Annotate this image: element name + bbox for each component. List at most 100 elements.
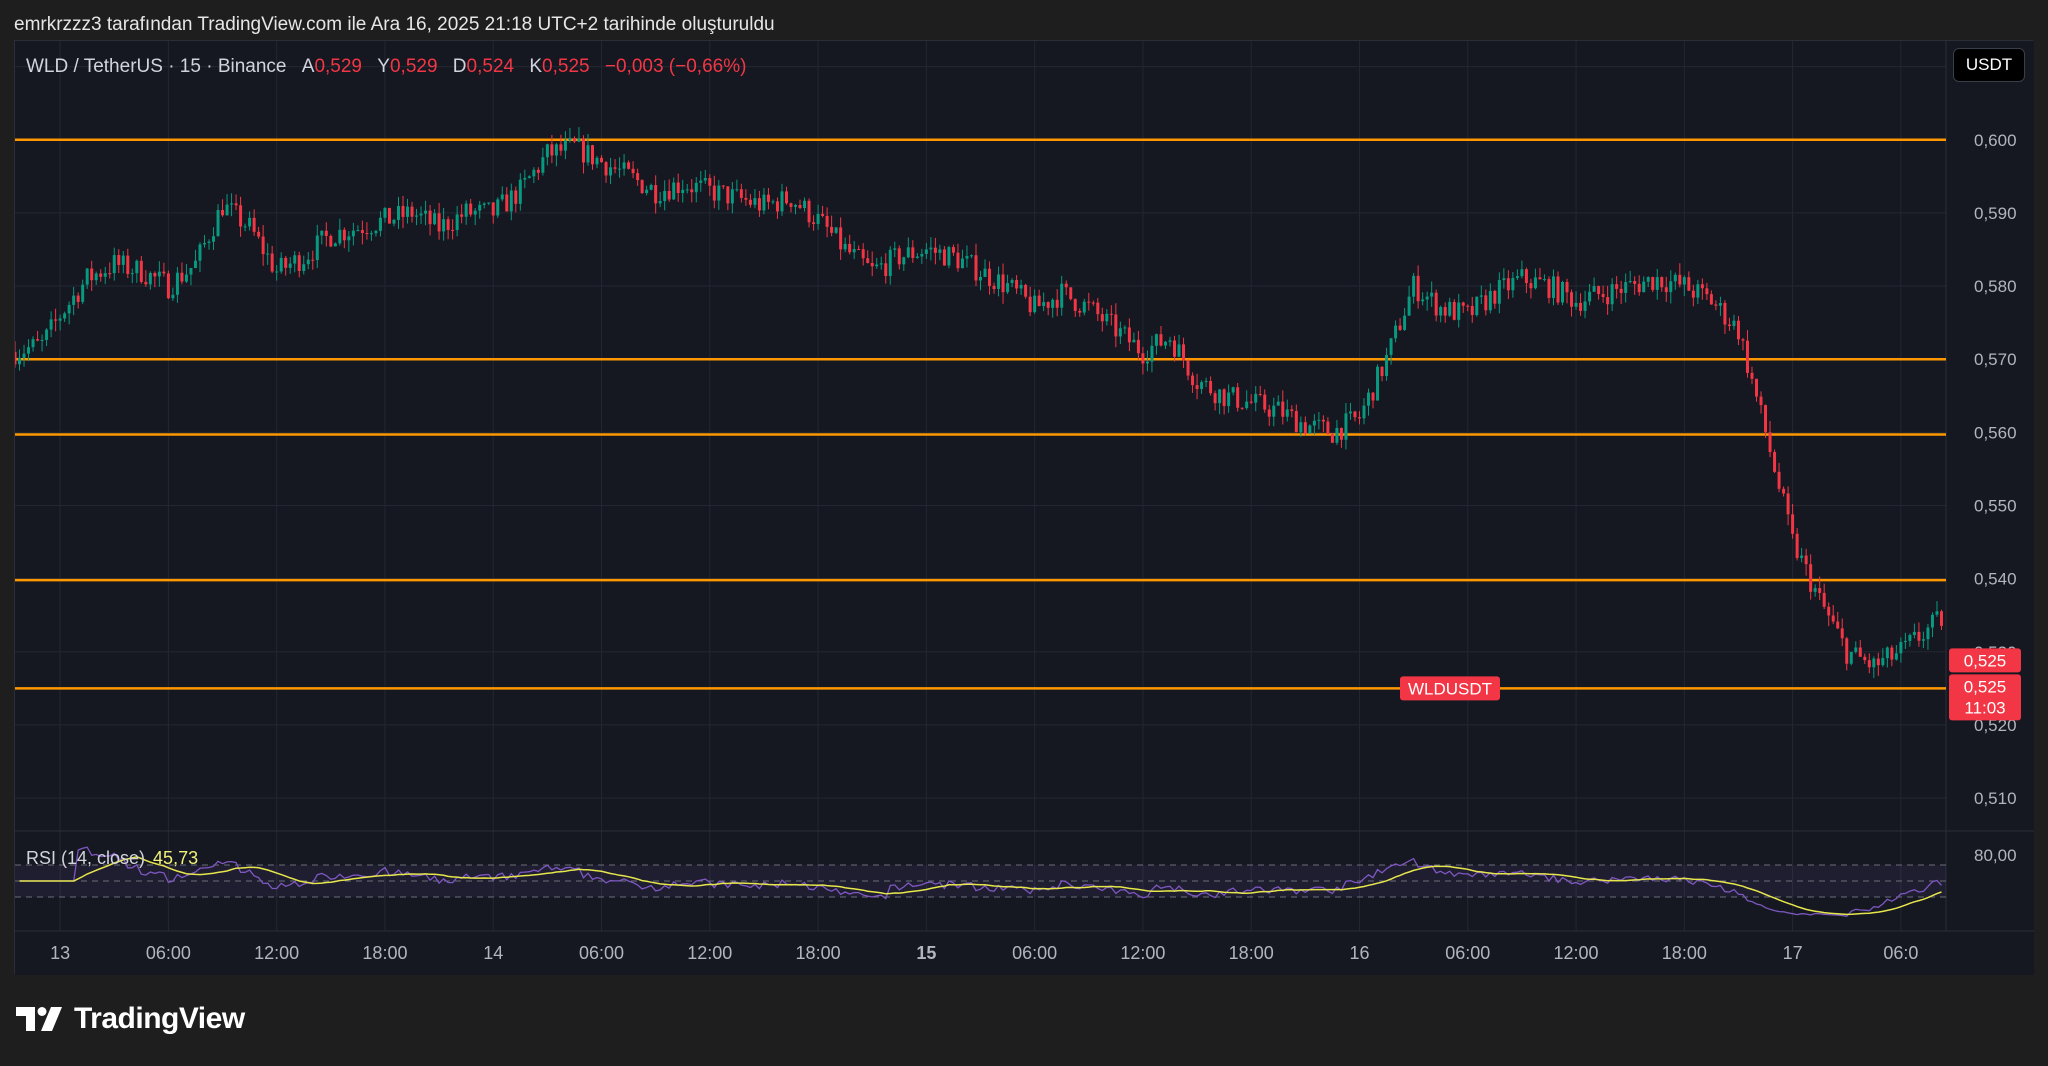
price-tick-label: 0,510	[1974, 789, 2017, 808]
candle-body	[1258, 393, 1262, 395]
candle-body	[1876, 658, 1880, 666]
candle-body	[351, 230, 355, 237]
candle-body	[1921, 639, 1925, 641]
candle-body	[153, 273, 157, 277]
tradingview-logo[interactable]: TradingView	[16, 1002, 245, 1036]
candle-body	[1529, 283, 1533, 289]
candle-body	[956, 252, 960, 269]
candle-body	[1845, 638, 1849, 664]
candle-body	[897, 248, 901, 265]
candle-body	[1791, 514, 1795, 534]
candle-body	[631, 168, 635, 174]
candle-body	[1425, 296, 1429, 300]
candle-body	[1588, 291, 1592, 302]
candle-body	[212, 236, 216, 242]
candle-body	[1479, 295, 1483, 297]
candle-body	[1163, 341, 1167, 346]
candle-body	[473, 210, 477, 215]
candle-body	[1515, 276, 1519, 278]
candle-body	[257, 231, 261, 237]
candle-body	[1109, 313, 1113, 315]
candle-body	[1651, 277, 1655, 290]
candle-body	[1597, 286, 1601, 295]
candle-body	[1087, 301, 1091, 303]
candle-body	[347, 236, 351, 241]
candle-body	[532, 169, 536, 177]
candle-body	[1561, 282, 1565, 303]
candle-body	[1398, 325, 1402, 330]
candle-body	[1718, 302, 1722, 306]
candle-body	[983, 268, 987, 277]
candle-body	[1254, 393, 1258, 403]
candle-body	[85, 268, 89, 285]
candle-body	[839, 227, 843, 250]
candle-body	[1353, 411, 1357, 418]
candle-body	[1800, 555, 1804, 558]
candle-body	[1177, 344, 1181, 357]
candle-body	[1145, 361, 1149, 364]
candle-body	[816, 213, 820, 225]
ticker-badge[interactable]	[1400, 676, 1500, 701]
candle-body	[744, 197, 748, 200]
candle-body	[121, 255, 125, 265]
candle-body	[1538, 277, 1542, 280]
candle-body	[1380, 366, 1384, 377]
candle-body	[884, 263, 888, 276]
chart-frame[interactable]: 0,6100,6000,5900,5800,5700,5600,5500,540…	[14, 40, 2034, 975]
candle-body	[392, 219, 396, 224]
candle-body	[1294, 411, 1298, 433]
candle-body	[207, 241, 211, 243]
time-tick-label: 12:00	[254, 943, 299, 963]
candle-body	[834, 227, 838, 233]
candle-body	[1493, 290, 1497, 304]
candle-body	[378, 217, 382, 231]
candle-body	[699, 180, 703, 183]
candle-body	[437, 213, 441, 232]
candle-body	[663, 190, 667, 202]
candle-body	[1759, 396, 1763, 406]
candle-body	[618, 168, 622, 170]
candle-body	[1858, 647, 1862, 657]
candle-body	[1628, 281, 1632, 283]
candle-body	[1655, 277, 1659, 290]
candle-body	[455, 214, 459, 231]
candle-body	[442, 219, 446, 232]
candle-body	[1664, 287, 1668, 293]
candle-body	[875, 264, 879, 267]
price-chart[interactable]: 0,6100,6000,5900,5800,5700,5600,5500,540…	[15, 41, 2034, 975]
candle-body	[1213, 393, 1217, 404]
time-tick-label: 12:00	[1554, 943, 1599, 963]
candle-body	[1457, 302, 1461, 320]
candle-body	[1371, 392, 1375, 401]
candle-body	[1339, 427, 1343, 440]
low-value: 0,524	[466, 56, 515, 77]
open-value: 0,529	[314, 56, 362, 77]
rsi-tick-label: 80,00	[1974, 846, 2017, 865]
candle-body	[1831, 615, 1835, 622]
candle-body	[103, 273, 107, 277]
candle-body	[843, 243, 847, 250]
candle-body	[1736, 320, 1740, 340]
candle-body	[1317, 419, 1321, 421]
candle-body	[762, 194, 766, 211]
candle-body	[550, 144, 554, 156]
candle-body	[1497, 280, 1501, 304]
candle-body	[1321, 419, 1325, 422]
candle-body	[1822, 592, 1826, 607]
candle-body	[1691, 290, 1695, 298]
candle-body	[906, 247, 910, 258]
candle-body	[1506, 278, 1510, 291]
candle-body	[1813, 588, 1817, 592]
candle-body	[193, 260, 197, 269]
candle-body	[545, 144, 549, 158]
candle-body	[1804, 555, 1808, 565]
candle-body	[1376, 366, 1380, 401]
candle-body	[288, 263, 292, 268]
candle-body	[1303, 422, 1307, 434]
candle-body	[198, 244, 202, 261]
candle-body	[1610, 284, 1614, 305]
candle-body	[1849, 651, 1853, 664]
currency-button[interactable]: USDT	[1953, 48, 2025, 82]
candle-body	[1935, 611, 1939, 615]
close-value: 0,525	[542, 56, 590, 77]
